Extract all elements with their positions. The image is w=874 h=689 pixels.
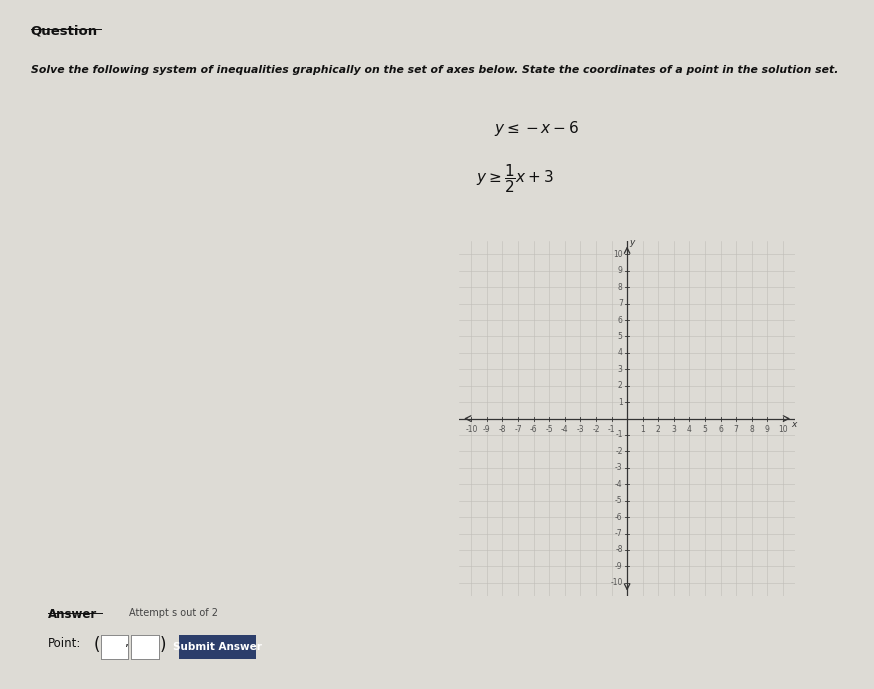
Text: -9: -9 [483,426,490,435]
Text: -2: -2 [593,426,600,435]
Text: (: ( [94,636,100,654]
Text: -5: -5 [545,426,553,435]
Text: 5: 5 [703,426,707,435]
Text: -7: -7 [615,529,623,538]
Text: 9: 9 [765,426,770,435]
Text: Answer: Answer [48,608,97,621]
Text: 8: 8 [749,426,754,435]
Text: Submit Answer: Submit Answer [173,642,262,652]
Text: 6: 6 [718,426,723,435]
Text: 3: 3 [618,364,623,374]
Text: y: y [628,238,635,247]
Text: 2: 2 [618,381,623,390]
Text: -1: -1 [607,426,615,435]
Text: -8: -8 [499,426,506,435]
Text: -9: -9 [615,562,623,571]
Text: -10: -10 [465,426,477,435]
Text: 1: 1 [618,398,623,407]
Text: Solve the following system of inequalities graphically on the set of axes below.: Solve the following system of inequaliti… [31,65,838,76]
Text: 1: 1 [641,426,645,435]
Text: -6: -6 [615,513,623,522]
Text: 8: 8 [618,282,623,291]
Text: ): ) [160,636,166,654]
Text: 7: 7 [618,299,623,308]
Text: -1: -1 [615,431,623,440]
Text: 9: 9 [618,266,623,275]
Text: -8: -8 [615,546,623,555]
Text: 4: 4 [618,349,623,358]
Text: -6: -6 [530,426,538,435]
Text: Question: Question [31,24,98,37]
Text: 6: 6 [618,316,623,325]
Text: 5: 5 [618,332,623,341]
Text: -3: -3 [615,463,623,473]
Text: -7: -7 [514,426,522,435]
Text: $y \leq -x-6$: $y \leq -x-6$ [494,119,579,138]
Text: 2: 2 [656,426,661,435]
Text: -4: -4 [615,480,623,489]
Text: x: x [791,420,797,429]
Text: 7: 7 [733,426,739,435]
Text: -3: -3 [577,426,584,435]
Text: ,: , [125,636,129,649]
Text: -5: -5 [615,496,623,505]
Text: Attempt s out of 2: Attempt s out of 2 [129,608,218,618]
Text: -4: -4 [561,426,569,435]
Text: $y \geq \dfrac{1}{2}x+3$: $y \geq \dfrac{1}{2}x+3$ [476,162,554,195]
Text: 3: 3 [671,426,676,435]
Text: -2: -2 [615,447,623,456]
Text: 4: 4 [687,426,692,435]
Text: 10: 10 [778,426,787,435]
Text: -10: -10 [610,578,623,587]
Text: 10: 10 [613,250,623,259]
Text: Point:: Point: [48,637,81,650]
